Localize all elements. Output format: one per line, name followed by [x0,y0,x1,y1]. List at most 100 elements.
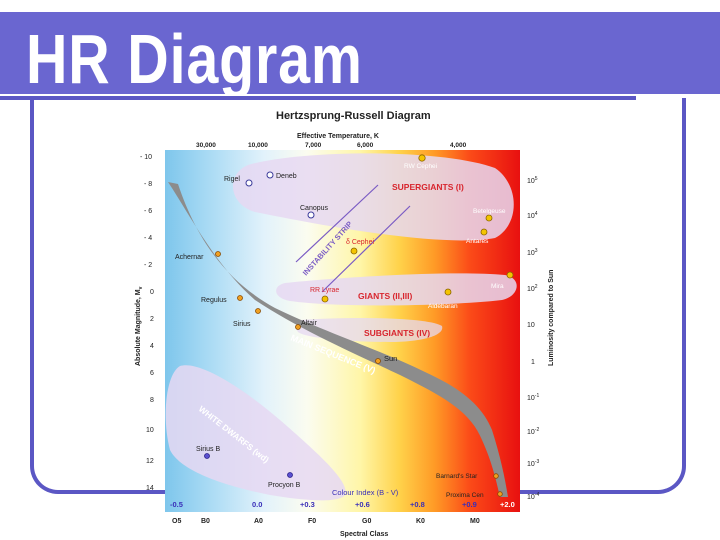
luminosity-tick: 102 [527,284,538,293]
magnitude-tick: - 10 [140,154,152,161]
luminosity-tick: 10 [527,322,535,329]
spectral-class-tick: K0 [416,518,425,525]
colour-index-label: Colour Index (B - V) [332,488,399,497]
magnitude-tick: 8 [150,397,154,404]
colour-index-value: +0.8 [410,500,425,509]
star-canopus [307,211,315,219]
magnitude-tick: 6 [150,370,154,377]
luminosity-tick: 105 [527,176,538,185]
star-mira [506,271,514,279]
magnitude-tick: - 2 [144,262,152,269]
label-antares: Antares [466,238,489,245]
label-sirius-b: Sirius B [196,446,220,453]
spectral-class-axis: O5 B0 A0 F0 G0 K0 M0 [172,518,480,525]
star-altair [295,324,301,330]
star-betelgeuse [485,214,493,222]
temperature-tick: 4,000 [450,142,467,149]
star-deneb [266,171,274,179]
magnitude-axis: - 10 - 8 - 6 - 4 - 2 0 2 4 6 8 10 12 14 [140,154,154,492]
spectral-class-tick: A0 [254,518,263,525]
label-canopus: Canopus [300,205,329,212]
magnitude-tick: 12 [146,458,154,465]
temperature-tick: 6,000 [357,142,374,149]
star-rr-lyrae [321,295,329,303]
colour-index-value: +0.9 [462,500,477,509]
giants-label: GIANTS (II,III) [358,291,412,301]
supergiants-region [232,153,514,241]
instability-strip-right [321,205,411,293]
star-aldebaran [444,288,452,296]
spectral-class-tick: O5 [172,518,181,525]
temperature-tick: 30,000 [196,142,216,149]
magnitude-tick: - 8 [144,181,152,188]
luminosity-axis: 105 104 103 102 10 1 10-1 10-2 10-3 10-4 [527,176,539,501]
white-dwarfs-region [165,365,346,501]
main-sequence-band [168,182,508,497]
left-axis-label: Absolute Magnitude, Mv [135,286,144,366]
label-rr-lyrae: RR Lyrae [310,287,339,294]
star-proxima-cen [497,491,503,497]
label-altair: Altair [301,320,318,327]
colour-index-value: -0.5 [170,500,183,509]
bottom-axis-label: Spectral Class [340,531,388,538]
top-axis-label: Effective Temperature, K [297,133,379,140]
star-barnards-star [493,473,499,479]
luminosity-tick: 10-1 [527,393,539,402]
luminosity-tick: 103 [527,248,538,257]
magnitude-tick: - 4 [144,235,152,242]
luminosity-tick: 104 [527,211,538,220]
slide-title: HR Diagram [26,20,363,98]
magnitude-tick: 4 [150,343,154,350]
label-proxima-cen: Proxima Cen [446,492,484,499]
colour-index-value: +0.6 [355,500,370,509]
label-betelgeuse: Betelgeuse [473,208,506,215]
spectral-class-tick: G0 [362,518,371,525]
label-delta-cephei: δ Cephei [346,239,374,246]
colour-index-value: +0.3 [300,500,315,509]
label-regulus: Regulus [201,297,227,304]
star-rigel [245,179,253,187]
label-sirius: Sirius [233,321,251,328]
star-antares [480,228,488,236]
label-aldebaran: Aldebaran [428,303,458,310]
star-delta-cephei [350,247,358,255]
instability-strip-left [295,184,379,263]
star-procyon-b [287,472,293,478]
spectral-class-tick: M0 [470,518,480,525]
magnitude-tick: - 6 [144,208,152,215]
temperature-axis: 30,000 10,000 7,000 6,000 4,000 [196,142,467,149]
colour-index-value: 0.0 [252,500,262,509]
label-rw-cephei: RW Cephei [404,163,437,170]
star-achernar [215,251,221,257]
spectral-class-tick: F0 [308,518,316,525]
title-bar: HR Diagram [0,12,720,98]
star-regulus [237,295,243,301]
stars: RW Cephei Deneb Rigel Canopus Betelgeuse… [175,154,514,499]
label-barnards-star: Barnard's Star [436,473,478,480]
subgiants-label: SUBGIANTS (IV) [364,328,430,338]
star-sirius [255,308,261,314]
star-rw-cephei [418,154,426,162]
temperature-tick: 7,000 [305,142,322,149]
label-rigel: Rigel [224,176,240,183]
giants-region [276,273,517,306]
supergiants-label: SUPERGIANTS (I) [392,182,464,192]
label-sun: Sun [384,354,397,363]
magnitude-tick: 14 [146,485,154,492]
label-achernar: Achernar [175,254,204,261]
luminosity-tick: 10-4 [527,492,539,501]
star-sirius-b [204,453,210,459]
label-procyon-b: Procyon B [268,482,301,489]
magnitude-tick: 10 [146,427,154,434]
title-underline [0,96,636,100]
colour-index-value: +2.0 [500,500,515,509]
spectral-class-tick: B0 [201,518,210,525]
diagram-title: Hertzsprung-Russell Diagram [276,110,431,122]
luminosity-tick: 10-3 [527,459,539,468]
temperature-tick: 10,000 [248,142,268,149]
label-mira: Mira [491,283,504,290]
magnitude-tick: 2 [150,316,154,323]
right-axis-label: Luminosity compared to Sun [548,270,555,366]
luminosity-tick: 1 [531,359,535,366]
